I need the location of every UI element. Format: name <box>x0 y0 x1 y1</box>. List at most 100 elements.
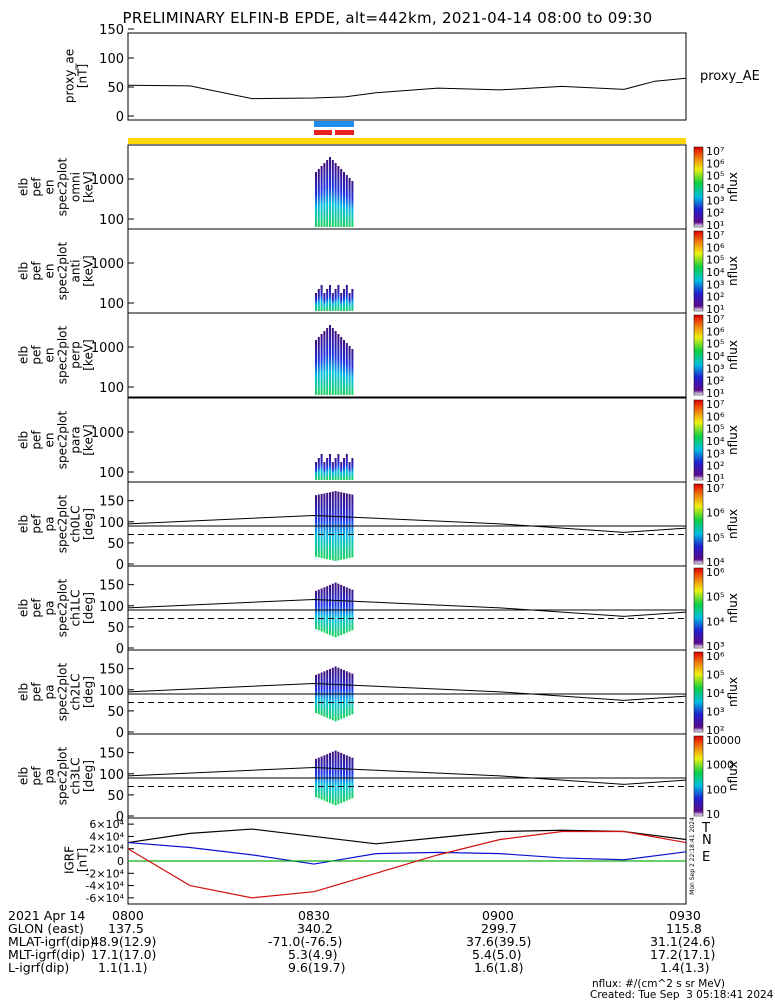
panel-2-frame <box>127 228 687 314</box>
panel-5-ylabel-4: ch0LC <box>69 506 83 543</box>
panel-5-ytick-label-2: 100 <box>99 516 124 531</box>
panel-4-cell-10 <box>343 458 345 480</box>
panel-2-cbar-tick-6: 10⁷ <box>706 229 724 242</box>
panel-3-ytick-label-0: 100 <box>99 381 124 396</box>
proxy-ae-ytick-label-2: 100 <box>99 52 124 67</box>
panel-1-cbar-tick-5: 10⁶ <box>706 157 725 170</box>
panel-8-cbar-tick-3: 10000 <box>706 734 741 747</box>
panel-4-cell-12 <box>348 462 351 480</box>
panel-8-ytick-label-3: 150 <box>99 747 124 762</box>
panel-1-ylabel-0: elb <box>17 178 31 196</box>
panel-8-ylabel-1: pef <box>30 766 44 786</box>
panel-1-cell-0 <box>315 172 317 227</box>
panel-4-cbar-label: nflux <box>726 425 740 455</box>
panel-7-colorbar <box>693 651 704 733</box>
panel-3-ylabel-5: [keV] <box>82 339 96 370</box>
panel-4-cbar-tick-5: 10⁶ <box>706 410 725 423</box>
panel-1-cell-2 <box>320 166 323 227</box>
panel-2-cell-11 <box>345 285 348 311</box>
panel-7-ytick-label-1: 50 <box>107 705 124 720</box>
footer-val-l-0900: 1.6(1.8) <box>474 960 524 975</box>
igrf-ytick-label-5: 4×10⁴ <box>89 830 124 843</box>
footer-label-date: 2021 Apr 14 <box>8 908 86 923</box>
panel-2-ylabel-2: en <box>43 264 57 279</box>
proxy-ae-line <box>127 77 687 100</box>
panel-4-cell-7 <box>334 458 337 480</box>
panel-4-cell-1 <box>317 458 320 480</box>
panel-2-cbar-tick-1: 10² <box>706 291 724 304</box>
igrf-series-T-line <box>127 828 687 845</box>
panel-4-en-cells <box>315 454 354 480</box>
panel-4-cell-13 <box>351 458 354 480</box>
panel-4-cbar-tick-6: 10⁷ <box>706 398 724 411</box>
panel-2-cell-3 <box>323 293 326 311</box>
footer-val-mlt-0930: 17.2(17.1) <box>650 947 716 962</box>
panel-7-ytick-label-2: 100 <box>99 684 124 699</box>
panel-3-ylabel-2: en <box>43 348 57 363</box>
panel-2-cell-4 <box>326 289 329 311</box>
panel-5-cbar-tick-0: 10⁴ <box>706 556 725 569</box>
panel-3-cbar-tick-0: 10¹ <box>706 387 724 400</box>
panel-2-cbar-tick-2: 10³ <box>706 278 724 291</box>
panel-7-ylabel-4: ch2LC <box>69 674 83 711</box>
proxy-ae-frame <box>127 32 687 121</box>
panel-5-ylabel-3: spec2plot <box>56 494 70 553</box>
panel-1-cell-7 <box>334 163 337 227</box>
panel-1-ylabel-3: spec2plot <box>56 157 70 216</box>
proxy-ae-ytick-label-3: 150 <box>99 23 124 38</box>
igrf-ytick-label-3: 0 <box>117 855 124 868</box>
panel-2-cbar-tick-3: 10⁴ <box>706 266 725 279</box>
panel-1-cbar-tick-6: 10⁷ <box>706 145 724 158</box>
panel-3-frame <box>127 312 687 398</box>
panel-3-colorbar <box>693 314 704 396</box>
panel-3-en-cells <box>315 325 354 395</box>
panel-5-colorbar <box>693 483 704 565</box>
panel-3-cbar-tick-4: 10⁵ <box>706 338 724 351</box>
panel-7-cbar-tick-1: 10³ <box>706 706 724 719</box>
igrf-ytick-label-6: 6×10⁴ <box>89 818 124 831</box>
footer-label-glon: GLON (east) <box>8 921 84 936</box>
panel-1-cell-8 <box>337 166 340 227</box>
panel-2-cbar-tick-0: 10¹ <box>706 303 724 316</box>
panel-5-ylabel-2: pa <box>43 517 57 532</box>
panel-5-cbar-tick-2: 10⁶ <box>706 507 725 520</box>
panel-8-ylabel-5: [deg] <box>82 760 96 792</box>
panel-1-cell-11 <box>345 175 348 227</box>
panel-7-cbar-label: nflux <box>726 677 740 707</box>
panel-1-cbar-tick-2: 10³ <box>706 194 724 207</box>
panel-2-ylabel-1: pef <box>30 261 44 281</box>
panel-3-cbar-tick-6: 10⁷ <box>706 313 724 326</box>
igrf-ylabel-1: [nT] <box>76 848 90 872</box>
science-bar-red-2 <box>335 130 354 135</box>
panel-4-cbar-tick-4: 10⁵ <box>706 423 724 436</box>
footer-val-mlt-0800: 17.1(17.0) <box>91 947 157 962</box>
panel-3-cell-7 <box>334 331 337 395</box>
panel-3-ytick-label-1: 1000 <box>91 341 124 356</box>
footer-val-glon-0830: 340.2 <box>297 921 333 936</box>
panel-6-ylabel-4: ch1LC <box>69 590 83 627</box>
panel-7-frame <box>127 649 687 735</box>
panel-6-cbar-tick-0: 10³ <box>706 640 724 653</box>
panel-8-ylabel-4: ch3LC <box>69 758 83 795</box>
panel-4-ylabel-3: spec2plot <box>56 410 70 469</box>
panel-4-cell-5 <box>329 454 331 480</box>
panel-6-colorbar <box>693 567 704 649</box>
panel-1-colorbar <box>693 146 704 228</box>
panel-8-ylabel-0: elb <box>17 767 31 785</box>
panel-2-cell-6 <box>331 293 334 311</box>
panel-4-ylabel-0: elb <box>17 431 31 449</box>
footer-val-mlat-0830: -71.0(-76.5) <box>268 934 343 949</box>
panel-2-cell-7 <box>334 289 337 311</box>
panel-3-cbar-tick-1: 10² <box>706 375 724 388</box>
panel-7-ylabel-0: elb <box>17 683 31 701</box>
panel-5-ylabel-5: [deg] <box>82 508 96 540</box>
panel-6-frame <box>127 565 687 651</box>
panel-2-cell-10 <box>343 289 345 311</box>
panel-1-cbar-tick-1: 10² <box>706 207 724 220</box>
panel-4-ylabel-5: [keV] <box>82 424 96 455</box>
panel-7-ylabel-3: spec2plot <box>56 662 70 721</box>
footer-val-mlat-0900: 37.6(39.5) <box>466 934 532 949</box>
footer-val-glon-0930: 115.8 <box>666 921 702 936</box>
panel-8-cbar-tick-1: 100 <box>706 783 727 796</box>
panel-1-ylabel-5: [keV] <box>82 171 96 202</box>
